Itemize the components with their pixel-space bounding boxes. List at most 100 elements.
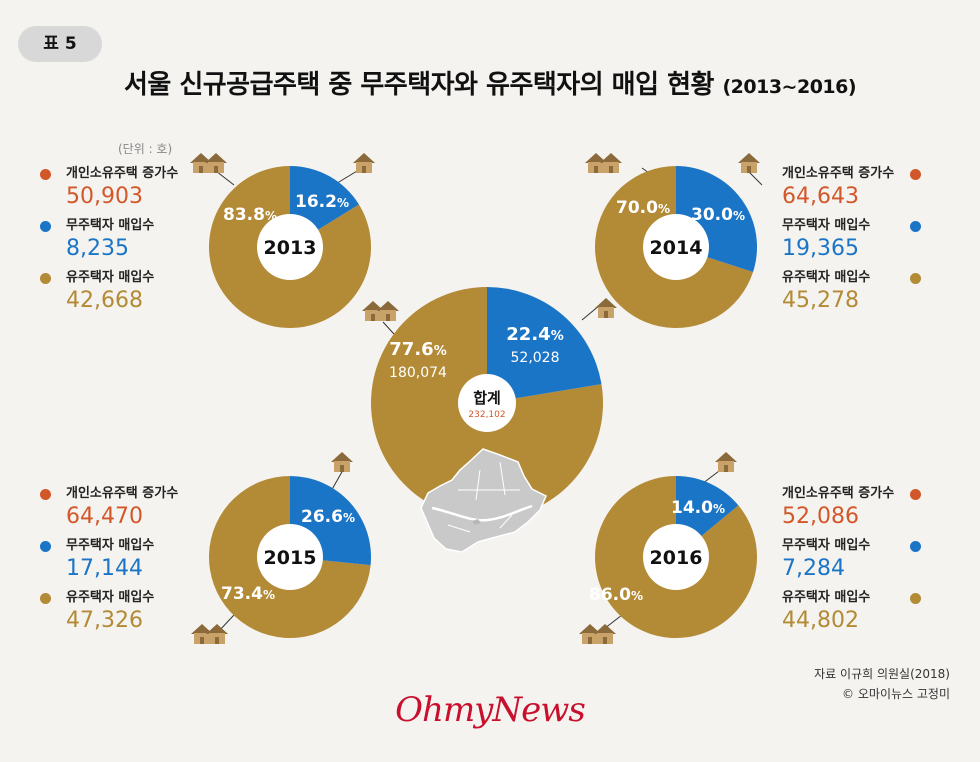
value-label-nohome: 52,028 [511, 350, 560, 366]
nohome-dot-icon [910, 541, 921, 552]
house-roof [190, 153, 212, 163]
pct-label-nohome: 16.2% [295, 192, 349, 212]
house-door [603, 637, 607, 644]
legend-row-nohome: 무주택자 매입수 8,235 [0, 216, 200, 268]
house-icon [191, 624, 213, 644]
pct-label-nohome: 26.6% [301, 507, 355, 527]
house-door [214, 166, 218, 173]
legend-value: 52,086 [782, 504, 859, 529]
house-roof [715, 452, 737, 462]
house-door [747, 166, 751, 173]
house-roof [594, 624, 616, 634]
house-roof [600, 153, 622, 163]
legend-label: 유주택자 매입수 [782, 270, 871, 285]
donut-hole [458, 374, 516, 432]
house-door [371, 314, 375, 321]
total-dot-icon [40, 169, 51, 180]
house-door [199, 166, 203, 173]
donut-hole [257, 214, 323, 280]
legend-value: 8,235 [66, 236, 129, 261]
legend-value: 42,668 [66, 288, 143, 313]
house-roof [377, 301, 399, 311]
table-badge: 표 5 [18, 26, 102, 62]
house-door [594, 166, 598, 173]
legend-label: 유주택자 매입수 [66, 270, 155, 285]
legend-value: 19,365 [782, 236, 859, 261]
legend-value: 64,643 [782, 184, 859, 209]
house-icon [585, 153, 607, 173]
house-door [200, 637, 204, 644]
legend-value: 44,802 [782, 608, 859, 633]
house-icon [579, 624, 601, 644]
donut-slice-nohome [487, 287, 602, 403]
pct-label-nohome: 22.4% [506, 324, 563, 345]
legend-row-total: 개인소유주택 증가수 50,903 [0, 164, 200, 216]
house-icon [353, 153, 375, 173]
house-roof [353, 153, 375, 163]
home-dot-icon [40, 273, 51, 284]
pct-label-home: 77.6% [389, 339, 446, 360]
source-note: 자료 이규희 의원실(2018) © 오마이뉴스 고정미 [814, 664, 950, 704]
pct-label-home: 73.4% [221, 584, 275, 604]
total-dot-icon [910, 489, 921, 500]
house-icon [190, 153, 212, 173]
house-door [215, 637, 219, 644]
value-label-home: 180,074 [389, 365, 447, 381]
house-roof [331, 452, 353, 462]
house-door [340, 465, 344, 472]
legend-label: 무주택자 매입수 [782, 538, 871, 553]
page-title: 서울 신규공급주택 중 무주택자와 유주택자의 매입 현황 (2013~2016… [0, 64, 980, 101]
district-lines [447, 461, 520, 533]
house-icon [594, 624, 616, 644]
total-dot-icon [910, 169, 921, 180]
house-roof [362, 301, 384, 311]
legend-label: 무주택자 매입수 [66, 538, 155, 553]
house-roof [206, 624, 228, 634]
year-label: 2013 [264, 237, 317, 259]
ohmynews-logo: OhmyNews [395, 690, 586, 730]
legend-label: 개인소유주택 증가수 [66, 486, 179, 501]
house-door [588, 637, 592, 644]
house-icon [595, 298, 617, 318]
year-label: 2016 [650, 547, 703, 569]
house-roof [579, 624, 601, 634]
house-roof [191, 624, 213, 634]
house-roof [205, 153, 227, 163]
legend-value: 50,903 [66, 184, 143, 209]
nohome-dot-icon [40, 221, 51, 232]
house-roof [585, 153, 607, 163]
legend-2016: 개인소유주택 증가수 52,086 무주택자 매입수 7,284 유주택자 매입… [782, 484, 980, 640]
house-roof [595, 298, 617, 308]
pct-label-home: 86.0% [589, 585, 643, 605]
copyright-line: © 오마이뉴스 고정미 [842, 687, 950, 701]
legend-label: 무주택자 매입수 [782, 218, 871, 233]
legend-row-home: 유주택자 매입수 44,802 [782, 588, 980, 640]
legend-row-home: 유주택자 매입수 45,278 [782, 268, 980, 320]
legend-row-home: 유주택자 매입수 47,326 [0, 588, 200, 640]
legend-value: 47,326 [66, 608, 143, 633]
donut-hole [257, 524, 323, 590]
pct-label-nohome: 30.0% [691, 205, 745, 225]
house-door [362, 166, 366, 173]
legend-2014: 개인소유주택 증가수 64,643 무주택자 매입수 19,365 유주택자 매… [782, 164, 980, 320]
legend-row-home: 유주택자 매입수 42,668 [0, 268, 200, 320]
donut-hole [643, 214, 709, 280]
legend-value: 64,470 [66, 504, 143, 529]
legend-label: 개인소유주택 증가수 [66, 166, 179, 181]
house-icon [331, 452, 353, 472]
home-dot-icon [40, 593, 51, 604]
house-icon [206, 624, 228, 644]
total-label: 합계 [473, 389, 501, 407]
year-label: 2015 [264, 547, 317, 569]
legend-value: 17,144 [66, 556, 143, 581]
house-icon [362, 301, 384, 321]
legend-label: 개인소유주택 증가수 [782, 166, 895, 181]
nohome-dot-icon [910, 221, 921, 232]
nohome-dot-icon [40, 541, 51, 552]
house-door [604, 311, 608, 318]
legend-label: 무주택자 매입수 [66, 218, 155, 233]
legend-row-total: 개인소유주택 증가수 64,470 [0, 484, 200, 536]
legend-2013: 개인소유주택 증가수 50,903 무주택자 매입수 8,235 유주택자 매입… [0, 164, 200, 320]
